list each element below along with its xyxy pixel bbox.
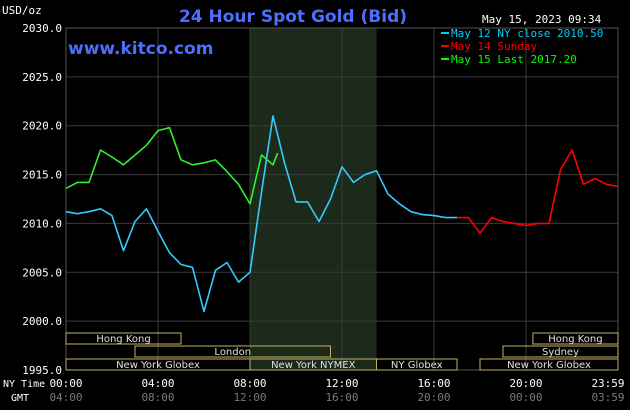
session-label: Hong Kong (548, 334, 602, 345)
y-tick-label: 2010.0 (22, 217, 62, 230)
x-tick-label-gmt: 12:00 (233, 391, 266, 404)
x-tick-label-ny: 00:00 (49, 377, 82, 390)
y-tick-label: 2020.0 (22, 120, 62, 133)
x-tick-label-ny: 16:00 (417, 377, 450, 390)
x-tick-label-gmt: 08:00 (141, 391, 174, 404)
x-tick-label-gmt: 20:00 (417, 391, 450, 404)
gmt-row-label: GMT (11, 393, 29, 404)
y-tick-label: 2005.0 (22, 266, 62, 279)
nymex-shaded-region (250, 28, 377, 370)
y-tick-label: 2015.0 (22, 169, 62, 182)
y-axis-label: USD/oz (2, 4, 42, 17)
legend-entry: May 14 Sunday (451, 40, 537, 53)
session-label: London (214, 347, 251, 358)
session-label: NY Globex (391, 360, 443, 371)
y-tick-label: 2025.0 (22, 71, 62, 84)
x-tick-label-ny: 23:59 (591, 377, 624, 390)
session-label: New York Globex (116, 360, 200, 371)
session-bar (65, 332, 182, 345)
x-tick-label-ny: 08:00 (233, 377, 266, 390)
x-tick-label-gmt: 04:00 (49, 391, 82, 404)
session-bar (532, 332, 619, 345)
session-bar (376, 358, 458, 371)
x-tick-label-ny: 20:00 (509, 377, 542, 390)
series-line (65, 115, 457, 313)
y-tick-label: 2000.0 (22, 315, 62, 328)
y-tick-label: 1995.0 (22, 364, 62, 377)
session-label: Hong Kong (96, 334, 150, 345)
session-bar (502, 345, 619, 358)
legend-entry: May 15 Last 2017.20 (451, 53, 577, 66)
ny-time-row-label: NY Time (3, 379, 45, 390)
session-bar (479, 358, 619, 371)
legend-entry: May 12 NY close 2010.50 (451, 27, 603, 40)
website-label: www.kitco.com (68, 39, 213, 59)
chart-title: 24 Hour Spot Gold (Bid) (179, 7, 407, 27)
x-tick-label-gmt: 03:59 (591, 391, 624, 404)
x-tick-label-gmt: 00:00 (509, 391, 542, 404)
y-tick-label: 2030.0 (22, 22, 62, 35)
session-label: Sydney (542, 347, 579, 358)
series-line (65, 126, 279, 205)
session-label: New York NYMEX (271, 360, 356, 371)
x-tick-label-gmt: 16:00 (325, 391, 358, 404)
x-tick-label-ny: 12:00 (325, 377, 358, 390)
session-label: New York Globex (507, 360, 591, 371)
session-bar (134, 345, 331, 358)
x-tick-label-ny: 04:00 (141, 377, 174, 390)
series-line (457, 149, 618, 234)
datetime-label: May 15, 2023 09:34 (482, 13, 602, 26)
